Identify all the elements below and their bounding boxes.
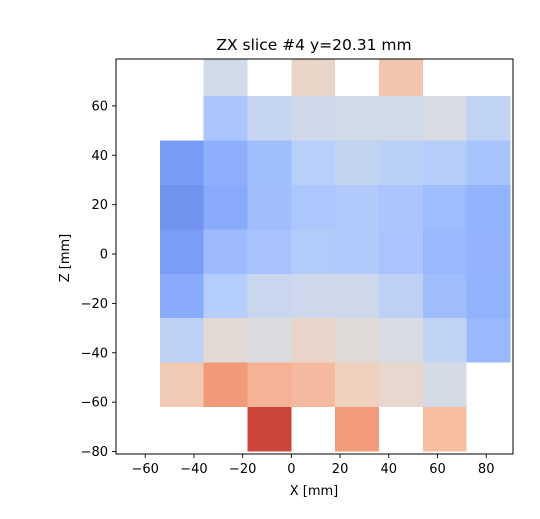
x-tick-label: 40 [381,462,398,477]
heatmap-cell [291,229,336,274]
heatmap-cell [247,96,292,141]
heatmap-cell [422,407,467,452]
heatmap-cell [159,273,204,319]
x-tick-label: 20 [332,462,349,477]
heatmap-cell [247,184,292,230]
heatmap-cell [335,318,380,363]
heatmap-cell [335,273,380,319]
heatmap-cell [159,184,204,230]
heatmap-cell [159,140,204,185]
heatmap-cells [159,59,511,452]
y-tick-label: 0 [100,248,108,263]
x-axis-ticks: −60 −40 −20 0 20 40 60 80 [132,454,495,477]
chart-title: ZX slice #4 y=20.31 mm [216,36,411,54]
heatmap-cell [422,96,467,141]
heatmap-cell [291,140,336,185]
heatmap-cell [203,318,248,363]
heatmap-cell [159,362,204,408]
x-tick-label: −20 [229,462,256,477]
heatmap-cell [379,273,423,319]
heatmap-cell [203,59,248,97]
y-tick-label: 60 [91,99,108,114]
heatmap-cell [203,229,248,274]
heatmap-cell [466,318,511,363]
heatmap-cell [247,362,292,408]
heatmap-cell [247,318,292,363]
x-axis-label: X [mm] [290,484,339,499]
y-tick-label: 40 [91,149,108,164]
heatmap-cell [291,318,336,363]
x-tick-label: 0 [287,462,295,477]
heatmap-cell [422,273,467,319]
heatmap-cell [335,407,380,452]
heatmap-cell [291,362,336,408]
x-tick-label: 80 [478,462,495,477]
y-axis-label: Z [mm] [58,234,73,283]
y-tick-label: 20 [91,198,108,213]
heatmap-cell [203,184,248,230]
heatmap-cell [466,140,511,185]
heatmap-cell [247,273,292,319]
x-tick-label: 60 [429,462,446,477]
heatmap-cell [203,140,248,185]
heatmap-cell [379,59,423,97]
heatmap-cell [159,229,204,274]
heatmap-cell [466,96,511,141]
heatmap-cell [203,96,248,141]
heatmap-cell [335,184,380,230]
heatmap-cell [379,140,423,185]
heatmap-cell [203,362,248,408]
x-tick-label: −60 [132,462,159,477]
heatmap-cell [291,273,336,319]
heatmap-cell [247,407,292,452]
heatmap-cell [335,96,380,141]
heatmap-cell [291,59,336,97]
plot-frame [115,58,514,455]
heatmap-cell [379,96,423,141]
y-tick-label: −80 [81,445,108,460]
x-tick-label: −40 [180,462,207,477]
heatmap-cell [335,140,380,185]
y-tick-label: −60 [81,396,108,411]
heatmap-cell [466,184,511,230]
heatmap-cell [379,362,423,408]
heatmap-cell [291,96,336,141]
y-tick-label: −20 [81,297,108,312]
heatmap-cell [335,362,380,408]
heatmap-cell [247,229,292,274]
heatmap-cell [247,140,292,185]
heatmap-cell [422,184,467,230]
heatmap-cell [422,318,467,363]
heatmap-cell [422,362,467,408]
y-tick-label: −40 [81,346,108,361]
heatmap-cell [466,273,511,319]
heatmap-cell [203,273,248,319]
heatmap-cell [466,229,511,274]
heatmap-cell [379,318,423,363]
y-axis-ticks: −80 −60 −40 −20 0 20 40 60 [81,99,116,460]
heatmap-cell [379,229,423,274]
heatmap-cell [159,318,204,363]
heatmap-cell [335,229,380,274]
heatmap-cell [291,184,336,230]
heatmap-cell [379,184,423,230]
heatmap-cell [422,140,467,185]
heatmap-cell [422,229,467,274]
